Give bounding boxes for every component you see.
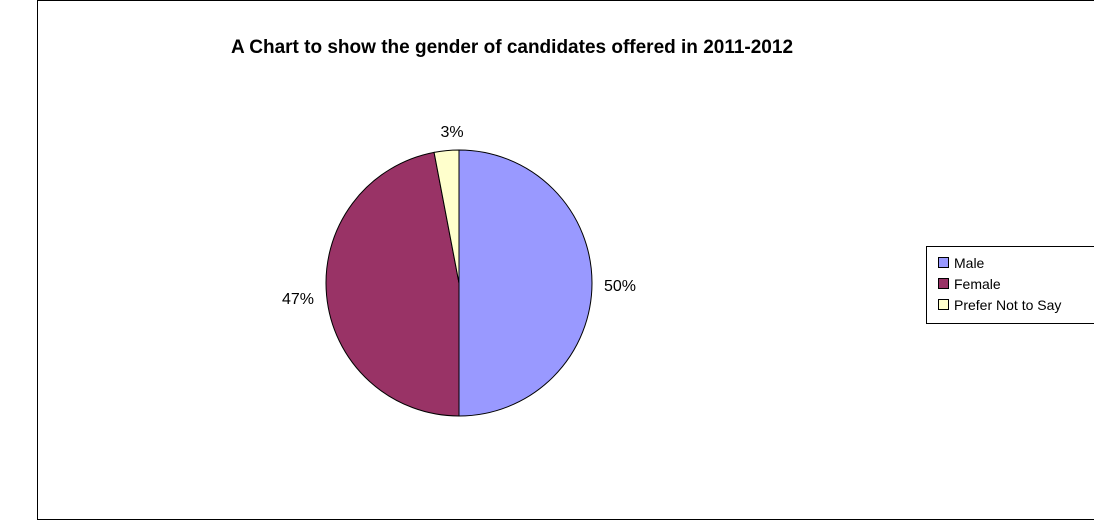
- legend-swatch: [938, 299, 949, 310]
- legend-item-female: Female: [938, 273, 1094, 294]
- slice-labels: 50% 47% 3%: [282, 124, 636, 308]
- data-label-male: 50%: [604, 278, 636, 295]
- pie-slices: [325, 149, 593, 417]
- legend-label: Prefer Not to Say: [954, 296, 1062, 313]
- chart-title: A Chart to show the gender of candidates…: [230, 37, 794, 58]
- legend: Male Female Prefer Not to Say: [926, 246, 1094, 324]
- pie-chart: 50% 47% 3%: [282, 124, 636, 417]
- legend-label: Male: [954, 254, 985, 271]
- legend-swatch: [938, 278, 949, 289]
- legend-swatch: [938, 257, 949, 268]
- legend-label: Female: [954, 275, 1001, 292]
- legend-item-male: Male: [938, 252, 1094, 273]
- legend-item-prefer-not-to-say: Prefer Not to Say: [938, 294, 1094, 315]
- pie-slice-male: [458, 149, 593, 417]
- data-label-prefer-not-to-say: 3%: [440, 124, 463, 141]
- data-label-female: 47%: [282, 291, 314, 308]
- pie-slice-female: [325, 151, 460, 417]
- pie-slice-prefer-not-to-say: [433, 149, 460, 284]
